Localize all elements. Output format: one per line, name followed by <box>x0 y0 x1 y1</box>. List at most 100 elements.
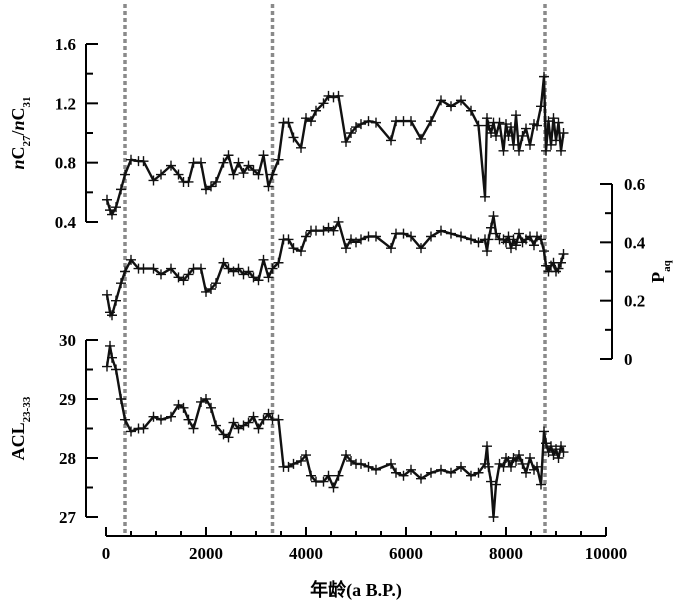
middle-y-axis-title: Paq <box>648 259 673 283</box>
middle-data-point <box>371 231 381 242</box>
top-data-point <box>283 117 294 128</box>
middle-data-point <box>436 225 446 236</box>
bottom-y-tick-label: 30 <box>59 331 76 350</box>
middle-data-point <box>386 243 396 254</box>
bottom-y-axis-title: ACL23-33 <box>8 396 33 460</box>
top-data-point <box>532 120 542 131</box>
middle-data-point <box>333 216 344 227</box>
top-data-point <box>517 130 528 141</box>
bottom-data-point <box>391 467 401 478</box>
middle-data-point <box>426 231 436 242</box>
x-tick-label: 4000 <box>289 544 323 563</box>
bottom-data-point <box>514 450 524 461</box>
top-data-point <box>253 169 264 180</box>
bottom-data-point <box>371 464 381 475</box>
bottom-data-point <box>105 340 115 351</box>
top-data-point <box>556 145 566 156</box>
middle-data-point <box>398 228 409 239</box>
top-data-point <box>514 145 524 156</box>
bottom-data-point <box>532 461 542 472</box>
top-data-point <box>521 123 531 134</box>
top-data-point <box>536 101 546 112</box>
bottom-data-point <box>263 408 274 419</box>
middle-data-point <box>178 275 189 286</box>
top-data-point <box>506 122 516 133</box>
bottom-data-point <box>416 473 426 484</box>
bottom-data-point <box>206 402 216 413</box>
top-data-point <box>111 202 121 213</box>
top-data-point <box>263 181 274 192</box>
top-data-point <box>456 95 466 106</box>
bottom-data-point <box>243 417 254 428</box>
bottom-data-point <box>188 423 199 434</box>
top-data-point <box>426 116 436 127</box>
top-data-point <box>267 169 278 180</box>
bottom-data-point <box>301 450 311 461</box>
top-data-point <box>482 113 492 124</box>
middle-data-point <box>536 234 546 245</box>
top-data-point <box>546 139 556 150</box>
middle-data-point <box>107 310 117 321</box>
top-y-tick-label: 0.4 <box>55 213 77 232</box>
bottom-data-point <box>491 479 501 490</box>
bottom-data-point <box>511 455 521 466</box>
top-data-point <box>548 113 559 124</box>
middle-data-point <box>356 234 366 245</box>
bottom-data-point <box>323 470 334 481</box>
middle-data-point <box>218 257 229 268</box>
top-y-tick-label: 1.2 <box>55 94 76 113</box>
bottom-data-point <box>328 482 339 493</box>
bottom-data-point <box>201 394 211 404</box>
middle-data-point <box>558 249 569 259</box>
top-data-point <box>318 98 329 109</box>
middle-data-point <box>473 237 484 248</box>
top-data-point <box>508 139 519 150</box>
bottom-y-tick-label: 29 <box>59 390 76 409</box>
bottom-data-point <box>211 420 221 431</box>
bottom-data-point <box>116 394 126 404</box>
top-data-point <box>258 150 269 161</box>
middle-data-point <box>263 272 274 283</box>
top-data-point <box>183 176 194 187</box>
middle-data-point <box>211 278 221 289</box>
middle-data-point <box>341 243 351 254</box>
x-axis-title: 年龄(a B.P.) <box>310 579 402 601</box>
bottom-data-point <box>318 476 329 487</box>
top-data-point <box>148 175 159 186</box>
top-data-point <box>223 150 234 161</box>
top-data-point <box>541 145 551 156</box>
top-data-point <box>173 169 184 180</box>
bottom-data-point <box>386 458 396 469</box>
top-data-point <box>243 160 254 171</box>
middle-data-point <box>539 246 549 257</box>
bottom-data-point <box>111 364 121 375</box>
bottom-data-point <box>126 426 136 437</box>
middle-data-point <box>514 228 524 239</box>
top-data-point <box>333 90 344 101</box>
top-data-point <box>480 191 490 202</box>
top-data-point <box>233 157 244 168</box>
middle-data-point <box>488 211 499 222</box>
middle-data-point <box>511 240 521 251</box>
bottom-data-point <box>102 361 112 372</box>
middle-data-point <box>529 240 539 251</box>
top-data-point <box>105 205 115 216</box>
top-data-point <box>491 130 501 141</box>
top-data-point <box>138 156 149 167</box>
top-data-point <box>494 117 505 128</box>
top-y-axis-title: nC27/nC31 <box>8 96 33 169</box>
top-data-point <box>196 157 206 168</box>
middle-data-point <box>482 246 492 257</box>
top-data-point <box>126 154 136 165</box>
middle-data-point <box>116 278 126 289</box>
bottom-data-point <box>426 467 436 478</box>
top-y-tick-label: 1.6 <box>55 35 76 54</box>
bottom-data-point <box>341 450 351 461</box>
middle-data-point <box>111 295 121 306</box>
bottom-data-point <box>120 414 130 425</box>
middle-data-point <box>491 228 501 239</box>
top-data-point <box>328 92 339 103</box>
middle-data-point <box>288 243 299 254</box>
middle-data-point <box>166 263 176 274</box>
